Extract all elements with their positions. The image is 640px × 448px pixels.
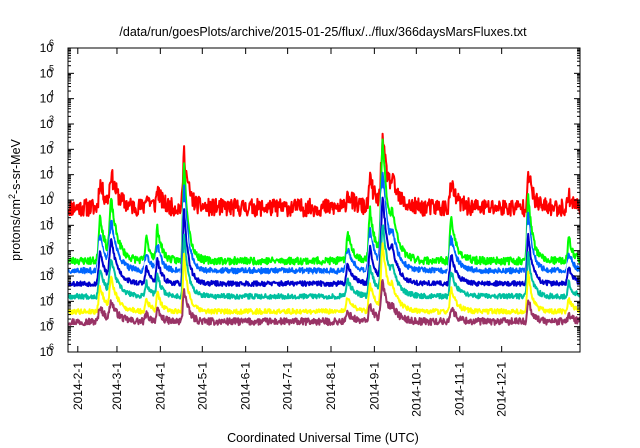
x-tick: 2014-11-1: [453, 48, 467, 416]
y-tick: 10-5: [40, 301, 580, 334]
y-tick: 10-2: [40, 225, 580, 258]
x-tick: 2014-12-1: [495, 48, 509, 417]
x-tick: 2014-3-1: [110, 48, 124, 410]
x-tick-label: 2014-12-1: [495, 362, 509, 417]
series-channel-1: [68, 132, 580, 218]
x-tick: 2014-2-1: [71, 48, 85, 410]
series-channel-8: [68, 279, 580, 327]
y-tick-label: 100: [40, 190, 54, 207]
x-tick-label: 2014-2-1: [71, 362, 85, 410]
y-tick: 105: [40, 48, 580, 80]
x-tick-label: 2014-7-1: [281, 362, 295, 410]
series-channel-4: [68, 188, 580, 280]
y-tick-label: 10-2: [40, 241, 54, 258]
y-tick-label: 10-4: [40, 291, 54, 308]
y-axis-label: protons/cm2-s-sr-MeV: [7, 138, 23, 260]
y-tick-label: 10-3: [40, 266, 54, 283]
x-tick-label: 2014-10-1: [409, 362, 423, 417]
y-tick-label: 105: [40, 63, 54, 80]
series-channel-5: [68, 196, 580, 288]
series-channel-6: [68, 224, 580, 300]
y-tick-label: 10-1: [40, 215, 54, 232]
y-tick-label: 103: [40, 114, 54, 131]
series-layer: [68, 132, 580, 327]
x-axis-label: Coordinated Universal Time (UTC): [227, 431, 419, 445]
y-tick: 101: [40, 149, 580, 182]
axes-layer: 10-6 10-5 10-4 10-3 10-2 10-1 100 101 102 103 104 1…: [40, 38, 581, 417]
y-tick: 10-4: [40, 276, 580, 308]
y-tick-label: 106: [40, 38, 54, 55]
y-tick-label: 104: [40, 89, 54, 106]
x-tick: 2014-4-1: [153, 48, 167, 410]
y-tick: 102: [40, 124, 580, 156]
y-tick: 104: [40, 73, 580, 106]
y-tick: 10-6: [40, 327, 580, 359]
x-tick: 2014-8-1: [324, 48, 338, 410]
x-tick-label: 2014-11-1: [453, 362, 467, 416]
chart-title: /data/run/goesPlots/archive/2015-01-25/f…: [119, 25, 527, 39]
series-channel-3: [68, 171, 580, 275]
x-tick-label: 2014-9-1: [367, 362, 381, 410]
x-tick-label: 2014-5-1: [195, 362, 209, 410]
y-tick: 10-3: [40, 251, 580, 283]
x-tick: 2014-5-1: [195, 48, 209, 410]
x-tick-label: 2014-8-1: [324, 362, 338, 410]
y-tick-label: 10-5: [40, 317, 54, 334]
svg-text:protons/cm2-s-sr-MeV: protons/cm2-s-sr-MeV: [7, 138, 23, 260]
y-tick: 103: [40, 99, 580, 131]
series-channel-2: [68, 138, 580, 266]
y-tick: 106: [40, 38, 580, 55]
y-tick-label: 102: [40, 139, 54, 156]
y-tick-label: 101: [40, 165, 54, 182]
y-tick-label: 10-6: [40, 342, 54, 359]
x-tick: 2014-10-1: [409, 48, 423, 417]
series-channel-7: [68, 242, 580, 315]
x-tick-label: 2014-4-1: [153, 362, 167, 410]
x-tick: 2014-9-1: [367, 48, 381, 410]
x-tick: 2014-7-1: [281, 48, 295, 410]
x-tick-label: 2014-6-1: [239, 362, 253, 410]
x-tick: 2014-6-1: [239, 48, 253, 410]
x-tick-label: 2014-3-1: [110, 362, 124, 410]
y-tick: 10-1: [40, 200, 580, 232]
y-tick: 100: [40, 175, 580, 207]
